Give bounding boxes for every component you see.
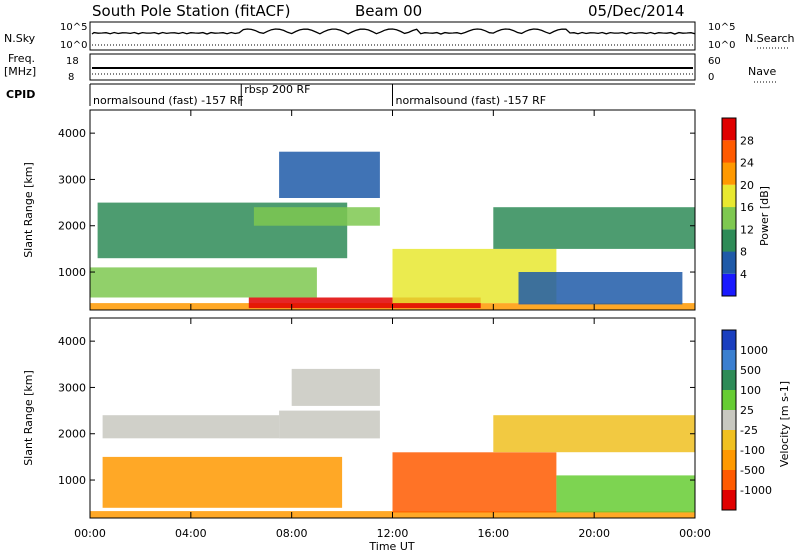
y-tick-label: 2000 (58, 428, 86, 441)
power-band (518, 272, 683, 305)
velocity-colorbar-swatch (722, 330, 736, 350)
power-colorbar-tick: 4 (740, 268, 747, 281)
freq-tick-top: 18 (66, 56, 79, 67)
power-colorbar-swatch (722, 184, 736, 208)
power-colorbar-swatch (722, 229, 736, 252)
velocity-colorbar-tick: -25 (740, 424, 758, 437)
time-axis: 00:00 04:00 08:00 12:00 16:00 20:00 00:00 (74, 110, 711, 540)
cpid-segment-label: normalsound (fast) -157 RF (396, 94, 547, 107)
power-colorbar-tick: 12 (740, 223, 754, 236)
y-tick-label: 4000 (58, 127, 86, 140)
nave-tick-bottom: 0 (708, 72, 714, 83)
power-panel: 1000 2000 3000 4000 (58, 109, 696, 311)
nsky-tick-bottom-right: 10^0 (708, 40, 735, 51)
freq-panel-frame (89, 53, 696, 81)
cpid-segment-label: normalsound (fast) -157 RF (93, 94, 244, 107)
nsky-trace (91, 28, 696, 35)
velocity-band (392, 452, 557, 513)
power-colorbar-swatch (722, 251, 736, 274)
velocity-colorbar-swatch (722, 490, 736, 510)
velocity-colorbar: 1000 500 100 25 -25 -100 -500 -1000 (721, 329, 772, 511)
velocity-colorbar-swatch (722, 430, 736, 450)
velocity-band (279, 410, 380, 439)
freq-tick-bottom: 8 (68, 72, 74, 83)
nsky-tick-top-right: 10^5 (708, 22, 735, 33)
velocity-colorbar-tick: 100 (740, 384, 761, 397)
velocity-colorbar-swatch (722, 350, 736, 370)
power-colorbar-tick: 16 (740, 201, 754, 214)
velocity-colorbar-tick: -500 (740, 464, 765, 477)
velocity-colorbar-swatch (722, 390, 736, 410)
freq-unit-label: [MHz] (4, 65, 36, 78)
power-band (248, 297, 481, 309)
power-colorbar-label: Power [dB] (758, 186, 771, 246)
nave-label: Nave (748, 65, 776, 78)
velocity-band (102, 456, 343, 508)
power-band (253, 207, 380, 226)
date-label: 05/Dec/2014 (588, 2, 684, 20)
power-colorbar-tick: 20 (740, 179, 754, 192)
y-tick-label: 3000 (58, 173, 86, 186)
velocity-colorbar-swatch (722, 470, 736, 490)
beam-label: Beam 00 (355, 2, 422, 20)
power-colorbar-swatch (722, 118, 736, 141)
cpid-segment-label: rbsp 200 RF (244, 83, 310, 96)
x-tick-label: 12:00 (377, 527, 409, 540)
velocity-colorbar-frame (721, 329, 737, 511)
velocity-colorbar-tick: 1000 (740, 344, 768, 357)
power-colorbar-swatch (722, 140, 736, 163)
x-tick-label: 08:00 (276, 527, 308, 540)
power-band (279, 151, 380, 198)
power-band (493, 207, 695, 249)
y-tick-label: 1000 (58, 474, 86, 487)
y-tick-label: 2000 (58, 220, 86, 233)
power-colorbar: 4 8 12 16 20 24 28 (721, 117, 754, 297)
freq-label: Freq. (8, 52, 35, 65)
y-tick-label: 1000 (58, 266, 86, 279)
power-colorbar-tick: 24 (740, 157, 754, 170)
nsky-label: N.Sky (4, 32, 36, 45)
velocity-ylabel: Slant Range [km] (22, 370, 35, 466)
velocity-band (102, 415, 280, 439)
velocity-band (493, 415, 695, 453)
velocity-colorbar-swatch (722, 450, 736, 470)
x-tick-label: 20:00 (578, 527, 610, 540)
velocity-band (291, 368, 380, 406)
velocity-colorbar-tick: -1000 (740, 484, 772, 497)
nave-tick-top: 60 (708, 56, 721, 67)
velocity-band (556, 475, 695, 513)
velocity-colorbar-tick: 500 (740, 364, 761, 377)
velocity-colorbar-swatch (722, 370, 736, 390)
power-colorbar-swatch (722, 273, 736, 297)
time-axis-label: Time UT (368, 540, 414, 553)
power-colorbar-frame (721, 117, 737, 297)
power-colorbar-tick: 8 (740, 246, 747, 259)
y-tick-label: 4000 (58, 335, 86, 348)
power-colorbar-swatch (722, 207, 736, 230)
nsearch-label: N.Search (745, 32, 795, 45)
velocity-panel: 1000 2000 3000 4000 (58, 317, 696, 519)
velocity-colorbar-tick: -100 (740, 444, 765, 457)
velocity-colorbar-tick: 25 (740, 404, 754, 417)
power-colorbar-swatch (722, 162, 736, 185)
nsky-tick-bottom-left: 10^0 (60, 40, 87, 51)
station-title: South Pole Station (fitACF) (92, 2, 290, 20)
velocity-colorbar-swatch (722, 410, 736, 430)
x-tick-label: 16:00 (477, 527, 509, 540)
cpid-label: CPID (6, 88, 35, 101)
nsky-tick-top-left: 10^5 (60, 22, 87, 33)
x-tick-label: 00:00 (679, 527, 711, 540)
nsky-panel-frame (89, 21, 696, 51)
x-tick-label: 00:00 (74, 527, 106, 540)
y-tick-label: 3000 (58, 381, 86, 394)
power-band (90, 267, 317, 298)
power-colorbar-tick: 28 (740, 134, 754, 147)
x-tick-label: 04:00 (175, 527, 207, 540)
velocity-colorbar-label: Velocity [m s-1] (778, 381, 791, 467)
power-ylabel: Slant Range [km] (22, 162, 35, 258)
